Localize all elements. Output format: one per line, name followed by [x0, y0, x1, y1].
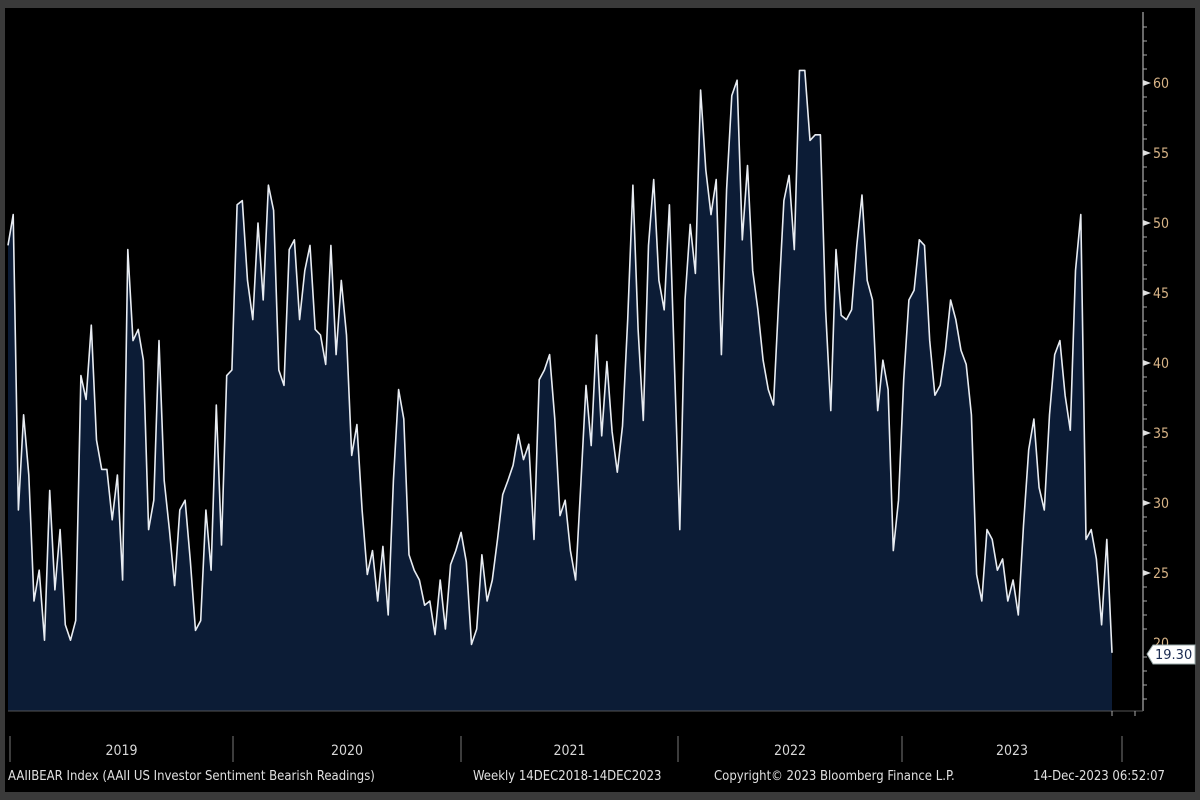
- x-tick-label: 2021: [553, 743, 585, 759]
- y-tick-label: 60: [1153, 76, 1169, 92]
- footer-timestamp: 14-Dec-2023 06:52:07: [1033, 769, 1165, 784]
- footer-range: Weekly 14DEC2018-14DEC2023: [473, 769, 661, 784]
- x-tick-label: 2023: [996, 743, 1028, 759]
- last-value-label: 19.30: [1155, 648, 1192, 663]
- y-tick-label: 50: [1153, 216, 1169, 232]
- y-tick: [1143, 360, 1151, 366]
- y-tick-label: 25: [1153, 566, 1169, 582]
- x-axis: 2019 2020 2021 2022 2023: [9, 711, 1136, 762]
- footer-copyright: Copyright© 2023 Bloomberg Finance L.P.: [714, 769, 955, 784]
- y-tick-label: 35: [1153, 426, 1169, 442]
- y-tick: [1143, 430, 1151, 436]
- y-tick-label: 40: [1153, 356, 1169, 372]
- area-layer: [7, 69, 1113, 711]
- y-tick: [1143, 290, 1151, 296]
- x-tick-label: 2020: [331, 743, 363, 759]
- last-value-box: [1146, 644, 1196, 665]
- y-tick-label: 55: [1153, 146, 1169, 162]
- x-tick-label: 2022: [774, 743, 806, 759]
- y-tick-label: 30: [1153, 496, 1169, 512]
- x-tick-label: 2019: [105, 743, 137, 759]
- y-tick: [1143, 570, 1151, 576]
- series-area: [8, 70, 1112, 711]
- y-tick-label: 45: [1153, 286, 1169, 302]
- last-value-marker: 19.30: [1146, 644, 1196, 665]
- y-tick: [1143, 150, 1151, 156]
- y-tick: [1143, 220, 1151, 226]
- y-tick: [1143, 80, 1151, 86]
- y-tick: [1143, 500, 1151, 506]
- series-line: [7, 69, 1113, 653]
- footer-description: AAIIBEAR Index (AAII US Investor Sentime…: [8, 769, 375, 784]
